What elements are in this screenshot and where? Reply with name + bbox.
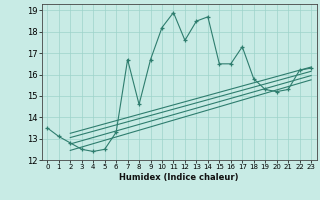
X-axis label: Humidex (Indice chaleur): Humidex (Indice chaleur) — [119, 173, 239, 182]
